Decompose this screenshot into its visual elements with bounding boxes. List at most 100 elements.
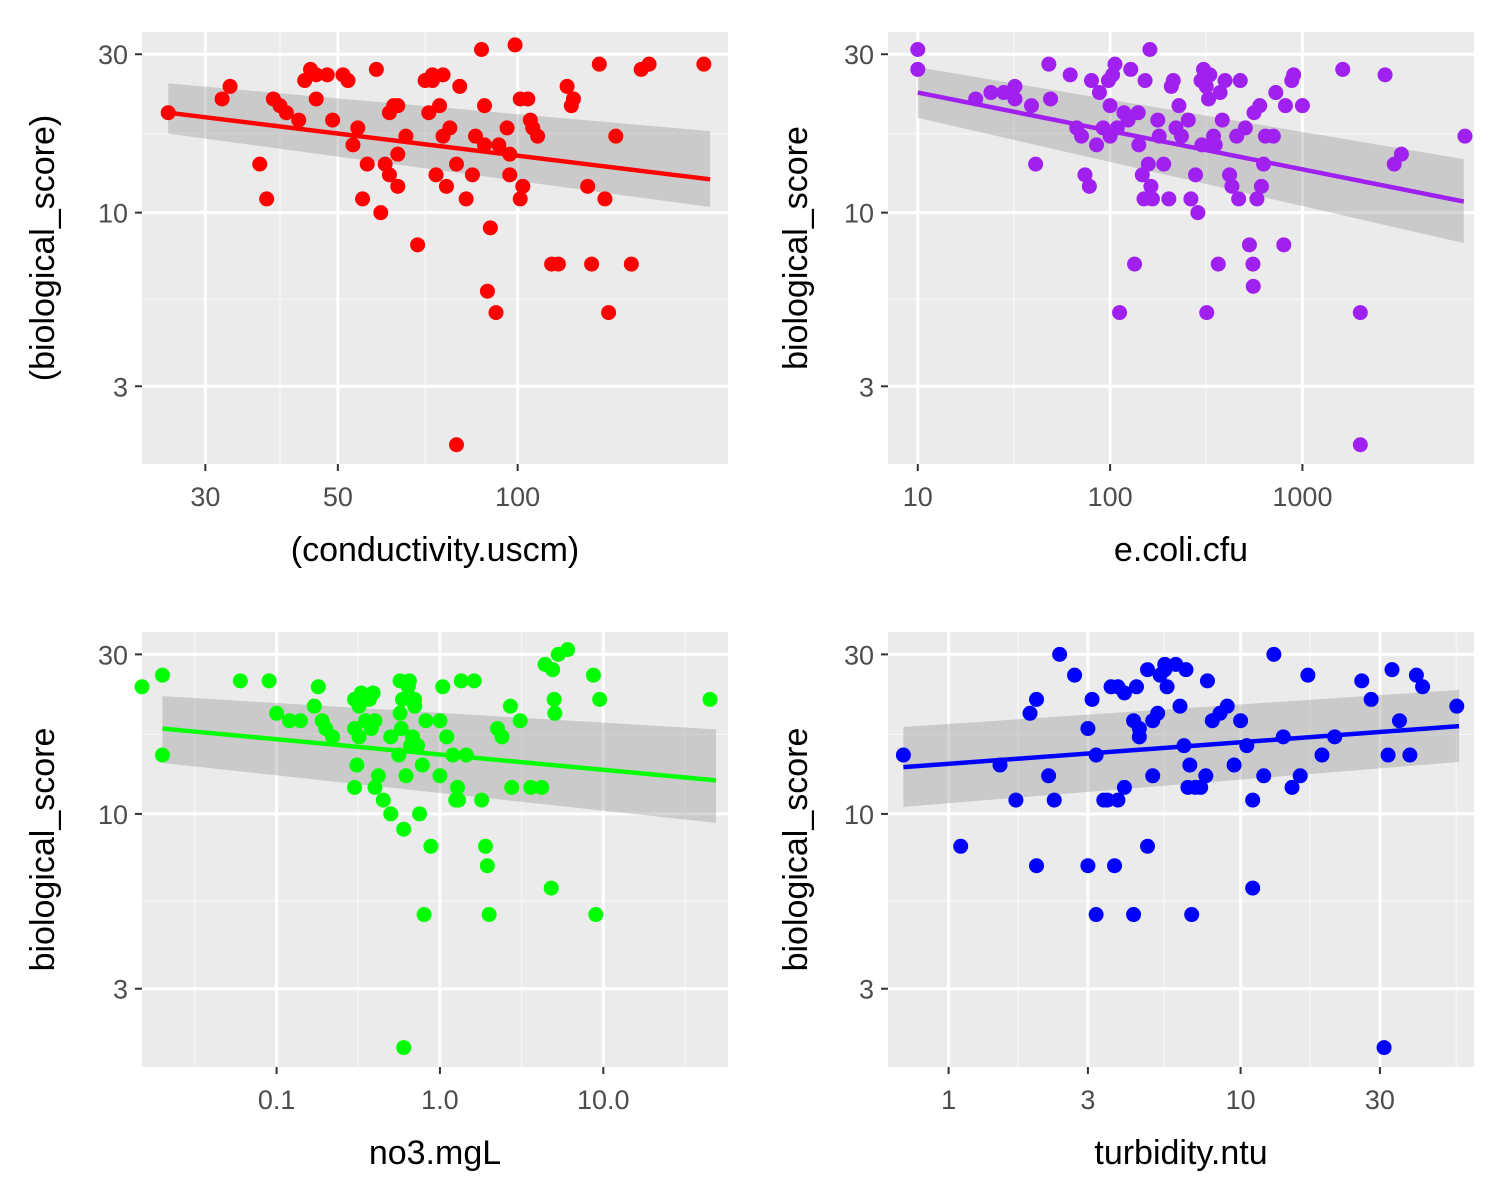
data-point (1294, 98, 1310, 114)
data-point (1391, 713, 1407, 729)
data-point (347, 779, 363, 795)
data-point (1222, 167, 1238, 183)
data-point (588, 907, 604, 923)
data-point (1137, 73, 1153, 89)
data-point (1408, 667, 1424, 683)
data-point (1077, 167, 1093, 183)
data-point (398, 768, 414, 784)
data-point (390, 146, 406, 162)
data-point (1041, 56, 1057, 72)
data-point (1253, 178, 1269, 194)
data-point (451, 792, 467, 808)
data-point (1245, 278, 1261, 294)
data-point (1161, 191, 1177, 207)
data-point (696, 56, 712, 72)
data-point (1377, 67, 1393, 83)
data-point (359, 156, 375, 172)
data-point (491, 137, 507, 153)
data-point (474, 42, 490, 58)
data-point (407, 691, 423, 707)
y-axis-title: biological_score (777, 728, 815, 972)
panel-turbidity: 1 3 10 30 3 10 30 turbidity.ntu biological_score (777, 632, 1474, 1172)
data-point (345, 137, 361, 153)
data-point (476, 137, 492, 153)
data-point (1084, 691, 1100, 707)
x-axis-title: no3.mgL (369, 1134, 501, 1172)
data-point (449, 437, 465, 453)
data-point (1266, 646, 1282, 662)
y-tick-label: 10 (844, 800, 874, 830)
data-point (1188, 167, 1204, 183)
data-point (383, 806, 399, 822)
data-point (580, 178, 596, 194)
data-point (438, 178, 454, 194)
x-axis-title: (conductivity.uscm) (291, 531, 579, 569)
data-point (481, 907, 497, 923)
y-tick-label: 3 (859, 975, 874, 1005)
data-point (439, 729, 455, 745)
data-point (560, 642, 576, 658)
data-point (608, 128, 624, 144)
data-point (996, 85, 1012, 101)
data-point (1171, 98, 1187, 114)
data-point (432, 713, 448, 729)
data-point (1140, 156, 1156, 172)
data-point (396, 821, 412, 837)
data-point (435, 67, 451, 83)
data-point (512, 713, 528, 729)
x-tick-label: 10 (903, 482, 933, 512)
data-point (1029, 858, 1045, 874)
x-tick-label: 1000 (1272, 482, 1332, 512)
data-point (1198, 768, 1214, 784)
data-point (512, 191, 528, 207)
data-point (435, 679, 451, 695)
x-tick-label: 50 (323, 482, 353, 512)
x-tick-label: 100 (495, 482, 540, 512)
data-point (410, 738, 426, 754)
data-point (1062, 67, 1078, 83)
data-point (421, 105, 437, 121)
data-point (584, 256, 600, 272)
data-point (466, 673, 482, 689)
y-tick-label: 30 (844, 640, 874, 670)
data-point (623, 256, 639, 272)
x-tick-label: 10 (1226, 1085, 1256, 1115)
data-point (1127, 256, 1143, 272)
data-point (1226, 757, 1242, 773)
data-point (502, 167, 518, 183)
data-point (1080, 858, 1096, 874)
data-point (479, 858, 495, 874)
data-point (1107, 858, 1123, 874)
data-point (1074, 128, 1090, 144)
data-point (523, 779, 539, 795)
data-point (1159, 679, 1175, 695)
data-point (396, 1040, 412, 1056)
data-point (367, 713, 383, 729)
x-tick-label: 10.0 (577, 1085, 630, 1115)
x-tick-label: 30 (190, 482, 220, 512)
data-point (340, 73, 356, 89)
data-point (1102, 98, 1118, 114)
y-tick-label: 30 (98, 640, 128, 670)
data-point (222, 78, 238, 94)
data-point (515, 178, 531, 194)
data-point (416, 907, 432, 923)
data-point (1232, 73, 1248, 89)
data-point (1091, 85, 1107, 101)
data-point (1363, 691, 1379, 707)
data-point (1165, 73, 1181, 89)
data-point (154, 747, 170, 763)
data-point (428, 167, 444, 183)
data-point (1199, 305, 1215, 321)
data-point (592, 691, 608, 707)
data-point (355, 191, 371, 207)
data-point (565, 91, 581, 107)
data-point (1352, 437, 1368, 453)
data-point (278, 105, 294, 121)
data-point (504, 779, 520, 795)
data-point (550, 256, 566, 272)
data-point (1112, 305, 1128, 321)
data-point (1081, 178, 1097, 194)
data-point (1380, 747, 1396, 763)
data-point (1007, 78, 1023, 94)
